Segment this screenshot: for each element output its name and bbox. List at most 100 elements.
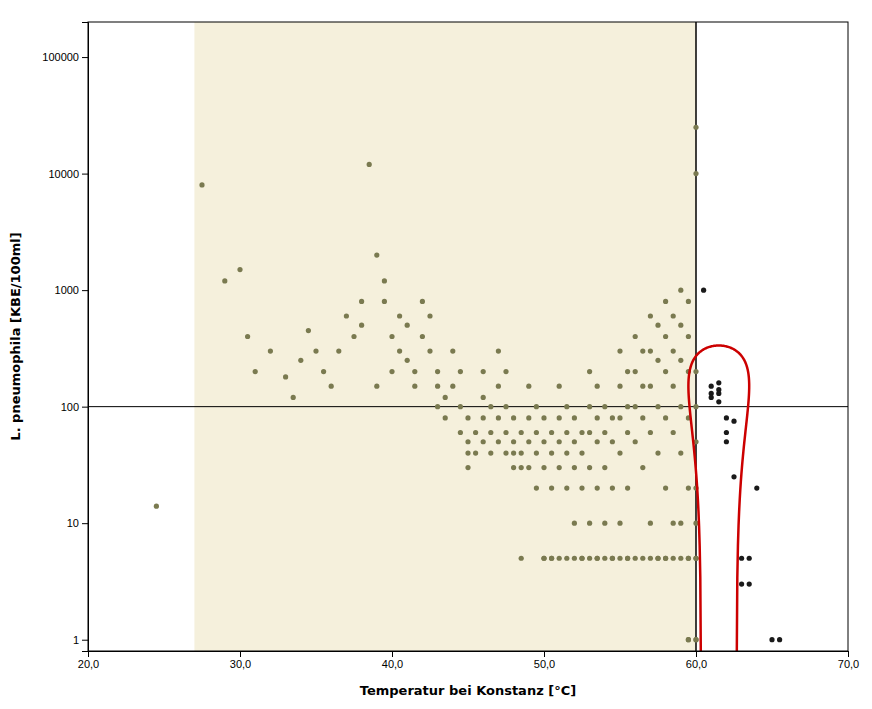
point [427,348,432,353]
y-axis: 110100100010000100000 [42,23,88,652]
point [526,384,531,389]
point [610,486,615,491]
point [420,299,425,304]
point [519,556,524,561]
point [313,348,318,353]
x-tick-label: 50,0 [534,658,555,670]
point [534,486,539,491]
point [625,486,630,491]
point [655,556,660,561]
point [678,288,683,293]
point [397,313,402,318]
point [625,369,630,374]
point [519,450,524,455]
point [663,334,668,339]
point [534,450,539,455]
point [298,358,303,363]
point [199,182,204,187]
x-tick-mark [848,651,849,657]
point [716,391,721,396]
point [724,415,729,420]
point [283,374,288,379]
point [724,430,729,435]
point [473,430,478,435]
point [557,439,562,444]
point [671,430,676,435]
point [587,369,592,374]
point [496,415,501,420]
point [435,369,440,374]
point [754,486,759,491]
point [405,323,410,328]
point [701,288,706,293]
point [617,348,622,353]
point [351,334,356,339]
point [572,439,577,444]
point [389,334,394,339]
point [693,369,698,374]
point [557,384,562,389]
point [686,556,691,561]
point [389,369,394,374]
point [420,334,425,339]
highlight-ellipse [688,346,749,651]
point [503,430,508,435]
point [693,404,698,409]
point [488,430,493,435]
point [481,415,486,420]
point [427,313,432,318]
point [595,439,600,444]
point [595,486,600,491]
point [579,430,584,435]
point [496,348,501,353]
point [769,637,774,642]
x-axis-title: Temperatur bei Konstanz [°C] [360,683,576,698]
point [253,369,258,374]
point [617,415,622,420]
point [572,465,577,470]
point [640,348,645,353]
point [671,313,676,318]
point [640,556,645,561]
point [450,348,455,353]
point [587,404,592,409]
point [503,369,508,374]
point [671,556,676,561]
point [663,556,668,561]
point [549,430,554,435]
point [572,415,577,420]
x-tick-label: 30,0 [230,658,251,670]
point [329,384,334,389]
point [663,486,668,491]
point [595,556,600,561]
plot: 20,030,040,050,060,070,01101001000100001… [42,22,859,709]
point [671,384,676,389]
point [488,450,493,455]
point [602,556,607,561]
point [671,521,676,526]
point [237,267,242,272]
y-tick: 10000 [48,168,88,180]
plot-background [88,22,848,651]
point [648,556,653,561]
point [671,348,676,353]
point [678,358,683,363]
point [374,252,379,257]
point [557,556,562,561]
point [686,637,691,642]
plot-frame [88,22,848,651]
point [306,328,311,333]
point [534,404,539,409]
point [595,415,600,420]
point [587,521,592,526]
point [686,556,691,561]
point [693,171,698,176]
point [488,404,493,409]
point [465,450,470,455]
point [686,299,691,304]
point [610,415,615,420]
x-tick: 60,0 [686,651,707,670]
point [541,556,546,561]
point [633,556,638,561]
x-tick-mark [392,651,393,657]
